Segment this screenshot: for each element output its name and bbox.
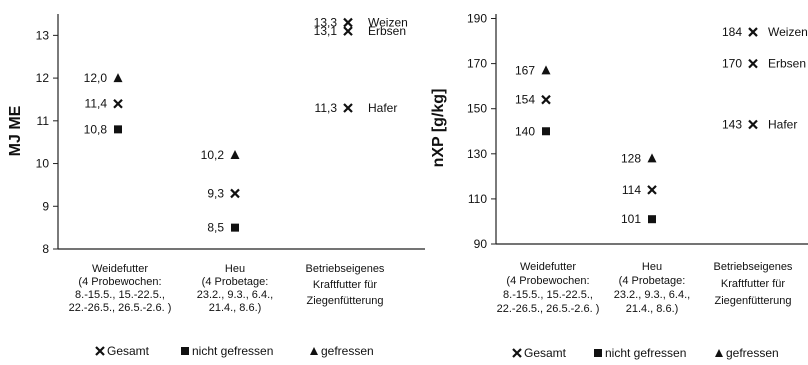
y-tick-label: 10 <box>36 157 50 171</box>
point-nicht-gefressen-weidefutter <box>542 127 550 136</box>
y-tick-label: 90 <box>474 237 488 251</box>
data-label: 9,3 <box>207 186 224 200</box>
category-label-line: 21.4., 8.6.) <box>209 302 262 314</box>
feed-name-label: Weizen <box>368 16 408 30</box>
category-label-line: (4 Probetage: <box>619 275 686 287</box>
point-feed-hafer <box>343 103 353 113</box>
category-label-weidefutter: Weidefutter (4 Probewochen: 8.-15.5., 15.-… <box>497 261 600 315</box>
data-label: 10,8 <box>84 122 108 136</box>
category-label-line: Weidefutter <box>92 263 148 275</box>
point-gefressen-heu <box>230 150 240 159</box>
category-label-line: 22.-26.5., 26.5.-2.6. ) <box>69 302 172 314</box>
point-feed-hafer <box>748 119 758 130</box>
chart-energy-me: 8 9 10 11 12 13 MJ ME Weidefutter (4 Probewochen… <box>7 14 425 358</box>
legend-label-gesamt: Gesamt <box>524 346 567 360</box>
category-label-line: Betriebseigenes <box>306 263 385 275</box>
feed-value-label: 13,3 <box>314 16 338 30</box>
y-axis-label: MJ ME <box>7 105 24 156</box>
point-gesamt-weidefutter <box>113 98 123 109</box>
legend-label-gefressen: gefressen <box>726 346 779 360</box>
feed-value-label: 184 <box>722 25 742 39</box>
y-axis-label: nXP [g/kg] <box>430 89 447 168</box>
data-label: 12,0 <box>84 71 108 85</box>
category-label-betriebseigenes: Betriebseigenes Kraftfutter für Ziegenfütt… <box>306 263 385 307</box>
point-gesamt-heu <box>230 188 240 199</box>
category-label-weidefutter: Weidefutter (4 Probewochen: 8.-15.5., 15.-… <box>69 263 172 314</box>
y-tick-label: 170 <box>467 57 487 71</box>
category-label-line: Heu <box>225 263 245 275</box>
category-label-line: 23.2., 9.3., 6.4., <box>197 289 273 301</box>
data-label: 11,4 <box>85 97 108 111</box>
point-nicht-gefressen-heu <box>231 223 239 232</box>
feed-name-label: Hafer <box>768 117 797 131</box>
category-label-line: 21.4., 8.6.) <box>626 303 679 315</box>
point-feed-weizen <box>343 17 353 28</box>
data-label: 167 <box>515 63 535 77</box>
category-label-line: (4 Probetage: <box>202 276 269 288</box>
data-label: 10,2 <box>201 148 225 162</box>
feed-name-label: Erbsen <box>368 24 406 38</box>
point-feed-weizen <box>748 27 758 37</box>
chart-protein-nxp: 90 110 130 150 170 190 nXP [g/kg] Weidefutter (4… <box>430 12 808 360</box>
point-gefressen-weidefutter <box>113 73 123 83</box>
legend-marker-gefressen <box>715 349 723 357</box>
feed-value-label: 143 <box>722 117 742 131</box>
category-label-line: (4 Probewochen: <box>78 276 161 288</box>
category-label-heu: Heu (4 Probetage: 23.2., 9.3., 6.4., 21.4.,… <box>197 263 273 314</box>
legend-marker-nicht-gefressen <box>594 349 602 357</box>
data-label: 154 <box>515 93 535 107</box>
category-label-line: Ziegenfütterung <box>306 295 383 307</box>
legend-marker-gesamt <box>512 348 522 358</box>
legend-label-gesamt: Gesamt <box>107 344 150 358</box>
category-label-line: Weidefutter <box>520 261 576 273</box>
feed-value-label: 13,1 <box>314 24 338 38</box>
data-label: 114 <box>622 183 641 197</box>
category-label-line: (4 Probewochen: <box>506 275 589 287</box>
point-feed-erbsen <box>343 26 353 36</box>
y-tick-label: 190 <box>467 12 487 26</box>
y-tick-label: 11 <box>37 114 50 128</box>
data-label: 140 <box>515 124 535 138</box>
category-label-line: Kraftfutter für <box>721 278 786 290</box>
point-feed-erbsen <box>748 58 758 69</box>
data-label: 128 <box>621 151 641 165</box>
legend-marker-gesamt <box>95 346 105 356</box>
y-tick-label: 130 <box>467 147 487 161</box>
category-label-betriebseigenes: Betriebseigenes Kraftfutter für Ziegenfütt… <box>714 261 793 307</box>
category-label-line: 8.-15.5., 15.-22.5., <box>503 289 593 301</box>
point-nicht-gefressen-heu <box>648 215 656 224</box>
y-tick-label: 150 <box>467 102 487 116</box>
legend-label-nicht-gefressen: nicht gefressen <box>192 344 273 358</box>
point-gesamt-heu <box>647 185 657 195</box>
point-gesamt-weidefutter <box>541 94 551 105</box>
feed-name-label: Weizen <box>768 25 808 39</box>
category-label-line: Heu <box>642 261 662 273</box>
data-label: 8,5 <box>207 221 224 235</box>
category-label-line: Betriebseigenes <box>714 261 793 273</box>
legend-label-gefressen: gefressen <box>321 344 374 358</box>
legend-label-nicht-gefressen: nicht gefressen <box>605 346 686 360</box>
y-tick-label: 9 <box>42 199 49 213</box>
y-tick-label: 12 <box>36 71 50 85</box>
category-label-heu: Heu (4 Probetage: 23.2., 9.3., 6.4., 21.4.,… <box>614 261 690 315</box>
y-tick-label: 8 <box>42 242 49 256</box>
y-tick-label: 110 <box>468 192 487 206</box>
feed-value-label: 170 <box>722 57 742 71</box>
legend-marker-nicht-gefressen <box>181 347 189 355</box>
category-label-line: Ziegenfütterung <box>714 295 791 307</box>
feed-name-label: Erbsen <box>768 57 806 71</box>
category-label-line: 23.2., 9.3., 6.4., <box>614 289 690 301</box>
point-gefressen-heu <box>647 153 657 163</box>
legend-marker-gefressen <box>310 347 318 355</box>
y-tick-label: 13 <box>36 28 50 42</box>
feed-name-label: Hafer <box>368 101 397 115</box>
category-label-line: Kraftfutter für <box>313 279 378 291</box>
point-gefressen-weidefutter <box>541 65 551 75</box>
data-label: 101 <box>621 212 641 226</box>
category-label-line: 22.-26.5., 26.5.-2.6. ) <box>497 303 600 315</box>
category-label-line: 8.-15.5., 15.-22.5., <box>75 289 165 301</box>
feed-value-label: 11,3 <box>315 101 338 115</box>
point-nicht-gefressen-weidefutter <box>114 125 122 134</box>
